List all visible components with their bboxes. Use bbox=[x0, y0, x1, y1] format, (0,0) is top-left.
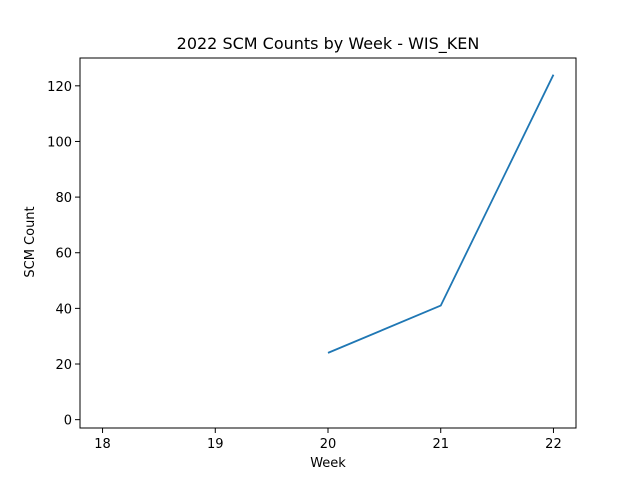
y-tick-label: 0 bbox=[64, 414, 72, 429]
y-tick-label: 80 bbox=[55, 191, 72, 206]
chart-title: 2022 SCM Counts by Week - WIS_KEN bbox=[177, 34, 480, 54]
x-tick-label: 21 bbox=[432, 437, 449, 452]
y-tick-label: 60 bbox=[55, 247, 72, 262]
x-tick-label: 18 bbox=[94, 437, 111, 452]
x-tick-label: 19 bbox=[207, 437, 224, 452]
y-axis-label: SCM Count bbox=[23, 206, 38, 277]
plot-area bbox=[327, 74, 555, 354]
plot-frame bbox=[79, 57, 577, 429]
x-axis-label: Week bbox=[310, 456, 346, 471]
y-tick-label: 120 bbox=[47, 80, 72, 95]
y-tick-label: 100 bbox=[47, 135, 72, 150]
series-line bbox=[327, 74, 555, 354]
y-tick-label: 20 bbox=[55, 358, 72, 373]
y-tick-label: 40 bbox=[55, 302, 72, 317]
x-tick-label: 20 bbox=[320, 437, 337, 452]
x-axis: 18 19 20 21 22 bbox=[94, 428, 562, 452]
x-tick-label: 22 bbox=[545, 437, 562, 452]
y-axis: 0 20 40 60 80 100 120 bbox=[47, 80, 80, 429]
